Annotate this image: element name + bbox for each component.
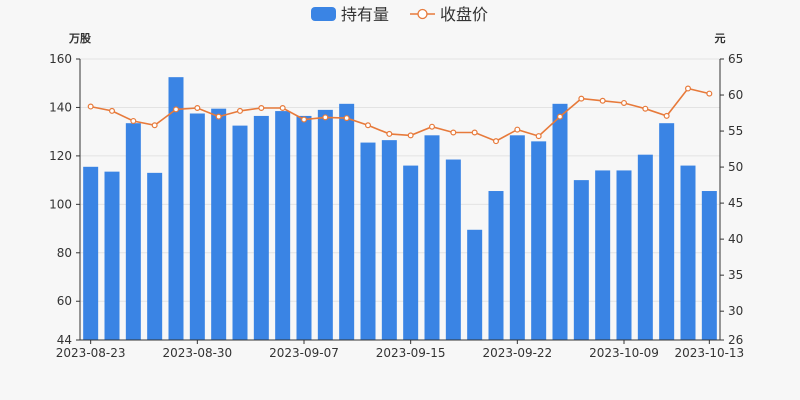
close-price-point-11	[322, 114, 329, 121]
close-price-point-12	[343, 115, 350, 122]
close-price-point-18	[471, 129, 478, 136]
holding-bar-0	[83, 166, 99, 340]
close-price-point-0	[87, 103, 94, 110]
x-tick-label-5: 2023-10-09	[589, 346, 659, 360]
holding-bar-6	[211, 108, 227, 340]
holding-bar-10	[296, 115, 312, 340]
y-right-tick-label-7: 60	[728, 88, 743, 102]
close-price-point-28	[684, 85, 691, 92]
holding-bar-28	[680, 165, 696, 340]
holding-bar-24	[595, 170, 611, 340]
y-right-tick-label-8: 65	[728, 52, 743, 66]
close-price-point-6	[215, 113, 222, 120]
x-tick-label-2: 2023-09-07	[269, 346, 339, 360]
close-price-point-26	[642, 105, 649, 112]
close-price-point-19	[493, 138, 500, 145]
close-price-point-22	[556, 113, 563, 120]
holding-bar-18	[467, 229, 483, 340]
x-tick-label-1: 2023-08-30	[162, 346, 232, 360]
holding-bar-3	[147, 172, 163, 340]
close-price-point-10	[301, 116, 308, 123]
y-left-tick-label-5: 140	[49, 100, 72, 114]
close-price-point-17	[450, 129, 457, 136]
y-right-tick-label-6: 55	[728, 124, 743, 138]
holding-bar-16	[424, 135, 440, 340]
holding-bar-14	[381, 140, 397, 340]
close-price-point-3	[151, 122, 158, 129]
holding-bar-5	[189, 113, 205, 341]
holding-bar-1	[104, 171, 120, 340]
x-tick-label-6: 2023-10-13	[674, 346, 744, 360]
close-price-point-15	[407, 132, 414, 139]
y-right-tick-label-5: 50	[728, 160, 743, 174]
holding-bar-17	[445, 159, 461, 340]
y-left-tick-label-4: 120	[49, 149, 72, 163]
x-tick-label-3: 2023-09-15	[376, 346, 446, 360]
y-right-tick-label-4: 45	[728, 196, 743, 210]
x-tick-label-4: 2023-09-22	[482, 346, 552, 360]
holding-bar-23	[573, 180, 589, 340]
holding-bar-11	[317, 109, 333, 340]
holding-bar-9	[275, 111, 291, 340]
close-price-point-24	[599, 97, 606, 104]
holding-bar-19	[488, 191, 504, 340]
close-price-point-21	[535, 133, 542, 140]
holding-bar-13	[360, 142, 376, 340]
close-price-point-20	[514, 126, 521, 133]
holding-bar-15	[403, 165, 419, 340]
legend-bar-label: 持有量	[341, 5, 389, 24]
y-left-tick-label-3: 100	[49, 197, 72, 211]
y-right-tick-label-3: 40	[728, 232, 743, 246]
holding-bar-20	[509, 135, 525, 340]
close-price-point-2	[130, 117, 137, 124]
holding-bar-12	[339, 103, 355, 340]
holding-bar-2	[125, 123, 141, 340]
holding-bar-27	[659, 123, 675, 340]
y-left-unit-label: 万股	[68, 32, 92, 45]
close-price-point-1	[108, 107, 115, 114]
close-price-point-27	[663, 112, 670, 119]
y-right-unit-label: 元	[715, 32, 726, 45]
close-price-point-9	[279, 104, 286, 111]
close-price-point-8	[258, 104, 265, 111]
close-price-point-4	[173, 106, 180, 113]
close-price-point-23	[578, 95, 585, 102]
y-right-tick-label-1: 30	[728, 304, 743, 318]
y-left-tick-label-0: 44	[57, 333, 72, 347]
y-right-tick-label-0: 26	[728, 333, 743, 347]
holding-bar-26	[637, 154, 653, 340]
holding-bar-8	[253, 115, 269, 340]
holding-bar-25	[616, 170, 632, 340]
close-price-point-16	[429, 123, 436, 130]
y-left-tick-label-1: 60	[57, 294, 72, 308]
close-price-point-7	[237, 107, 244, 114]
x-tick-label-0: 2023-08-23	[56, 346, 126, 360]
legend-bar-swatch	[311, 7, 336, 21]
close-price-point-29	[706, 90, 713, 97]
close-price-point-13	[365, 122, 372, 129]
y-right-tick-label-2: 35	[728, 268, 743, 282]
holding-bar-21	[531, 141, 547, 340]
y-left-tick-label-6: 160	[49, 52, 72, 66]
holding-bar-4	[168, 77, 184, 341]
holding-bar-29	[701, 191, 717, 340]
legend-line-marker	[417, 8, 428, 20]
y-left-tick-label-2: 80	[57, 246, 72, 260]
close-price-point-25	[620, 99, 627, 106]
holding-bar-22	[552, 103, 568, 340]
close-price-point-14	[386, 130, 393, 137]
legend-line-label: 收盘价	[440, 5, 488, 24]
close-price-point-5	[194, 104, 201, 111]
close-price-line	[90, 87, 710, 142]
holding-bar-7	[232, 125, 248, 340]
